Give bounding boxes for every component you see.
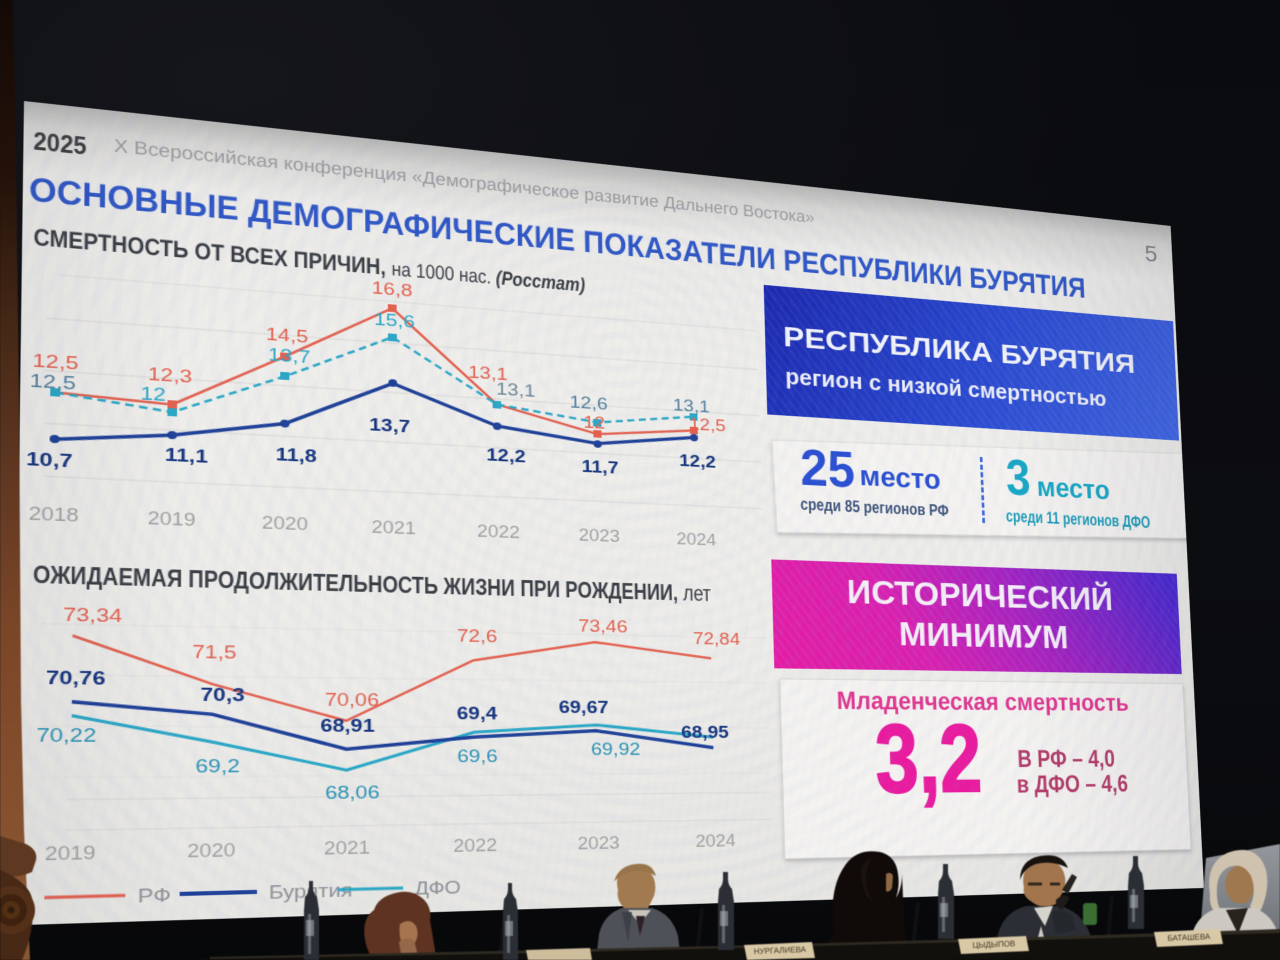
svg-text:12,5: 12,5: [30, 370, 76, 394]
svg-text:68,95: 68,95: [681, 722, 729, 742]
svg-text:69,4: 69,4: [457, 703, 498, 724]
svg-text:14,5: 14,5: [266, 323, 308, 347]
svg-text:2019: 2019: [147, 509, 195, 531]
svg-text:2020: 2020: [187, 841, 235, 862]
svg-text:12,5: 12,5: [32, 350, 78, 374]
svg-text:13,7: 13,7: [369, 414, 410, 437]
svg-text:2024: 2024: [676, 530, 716, 549]
svg-text:12,5: 12,5: [689, 414, 726, 435]
svg-text:13,1: 13,1: [496, 379, 535, 401]
svg-text:2023: 2023: [577, 834, 619, 854]
svg-text:69,92: 69,92: [591, 739, 641, 759]
svg-text:2019: 2019: [45, 843, 96, 865]
svg-text:69,67: 69,67: [559, 697, 609, 718]
svg-text:13,1: 13,1: [468, 362, 508, 385]
svg-text:71,5: 71,5: [192, 641, 236, 663]
svg-text:70,3: 70,3: [200, 684, 244, 706]
svg-text:73,34: 73,34: [63, 603, 122, 626]
svg-text:2024: 2024: [695, 832, 736, 851]
svg-text:10,7: 10,7: [26, 448, 73, 472]
svg-text:72,84: 72,84: [693, 628, 741, 649]
svg-text:16,8: 16,8: [372, 277, 413, 300]
svg-text:13,7: 13,7: [268, 344, 310, 368]
svg-text:12,2: 12,2: [486, 444, 526, 466]
svg-text:2021: 2021: [371, 518, 416, 539]
svg-text:РФ: РФ: [138, 884, 171, 907]
svg-text:2018: 2018: [28, 504, 78, 526]
svg-text:2023: 2023: [578, 526, 620, 546]
svg-text:2021: 2021: [324, 838, 370, 859]
svg-text:2022: 2022: [453, 836, 497, 856]
svg-text:68,06: 68,06: [325, 782, 380, 804]
svg-text:11,7: 11,7: [581, 456, 618, 478]
svg-text:12,6: 12,6: [569, 392, 607, 414]
svg-text:69,2: 69,2: [195, 755, 239, 777]
svg-text:11,8: 11,8: [276, 444, 317, 467]
svg-text:ЦЫДЫПОВ: ЦЫДЫПОВ: [972, 939, 1015, 950]
svg-text:ДФО: ДФО: [414, 877, 461, 900]
svg-text:70,22: 70,22: [36, 724, 96, 746]
svg-text:БАТАШЕВА: БАТАШЕВА: [1167, 932, 1211, 943]
svg-text:13,1: 13,1: [673, 395, 710, 417]
svg-text:69,6: 69,6: [457, 746, 498, 767]
svg-text:Бурятия: Бурятия: [269, 879, 353, 903]
svg-text:68,91: 68,91: [320, 715, 375, 736]
svg-text:2022: 2022: [477, 522, 520, 542]
svg-text:12,3: 12,3: [148, 363, 192, 387]
svg-text:12: 12: [583, 412, 605, 433]
svg-text:12,2: 12,2: [679, 451, 716, 472]
svg-text:73,46: 73,46: [578, 616, 628, 637]
svg-text:12: 12: [140, 383, 166, 406]
svg-text:НУРГАЛИЕВА: НУРГАЛИЕВА: [754, 945, 807, 956]
svg-text:70,06: 70,06: [325, 689, 379, 711]
svg-text:2020: 2020: [262, 514, 308, 535]
svg-text:15,6: 15,6: [374, 309, 415, 332]
svg-text:11,1: 11,1: [165, 444, 208, 467]
svg-text:72,6: 72,6: [457, 625, 497, 646]
svg-text:70,76: 70,76: [46, 666, 106, 689]
